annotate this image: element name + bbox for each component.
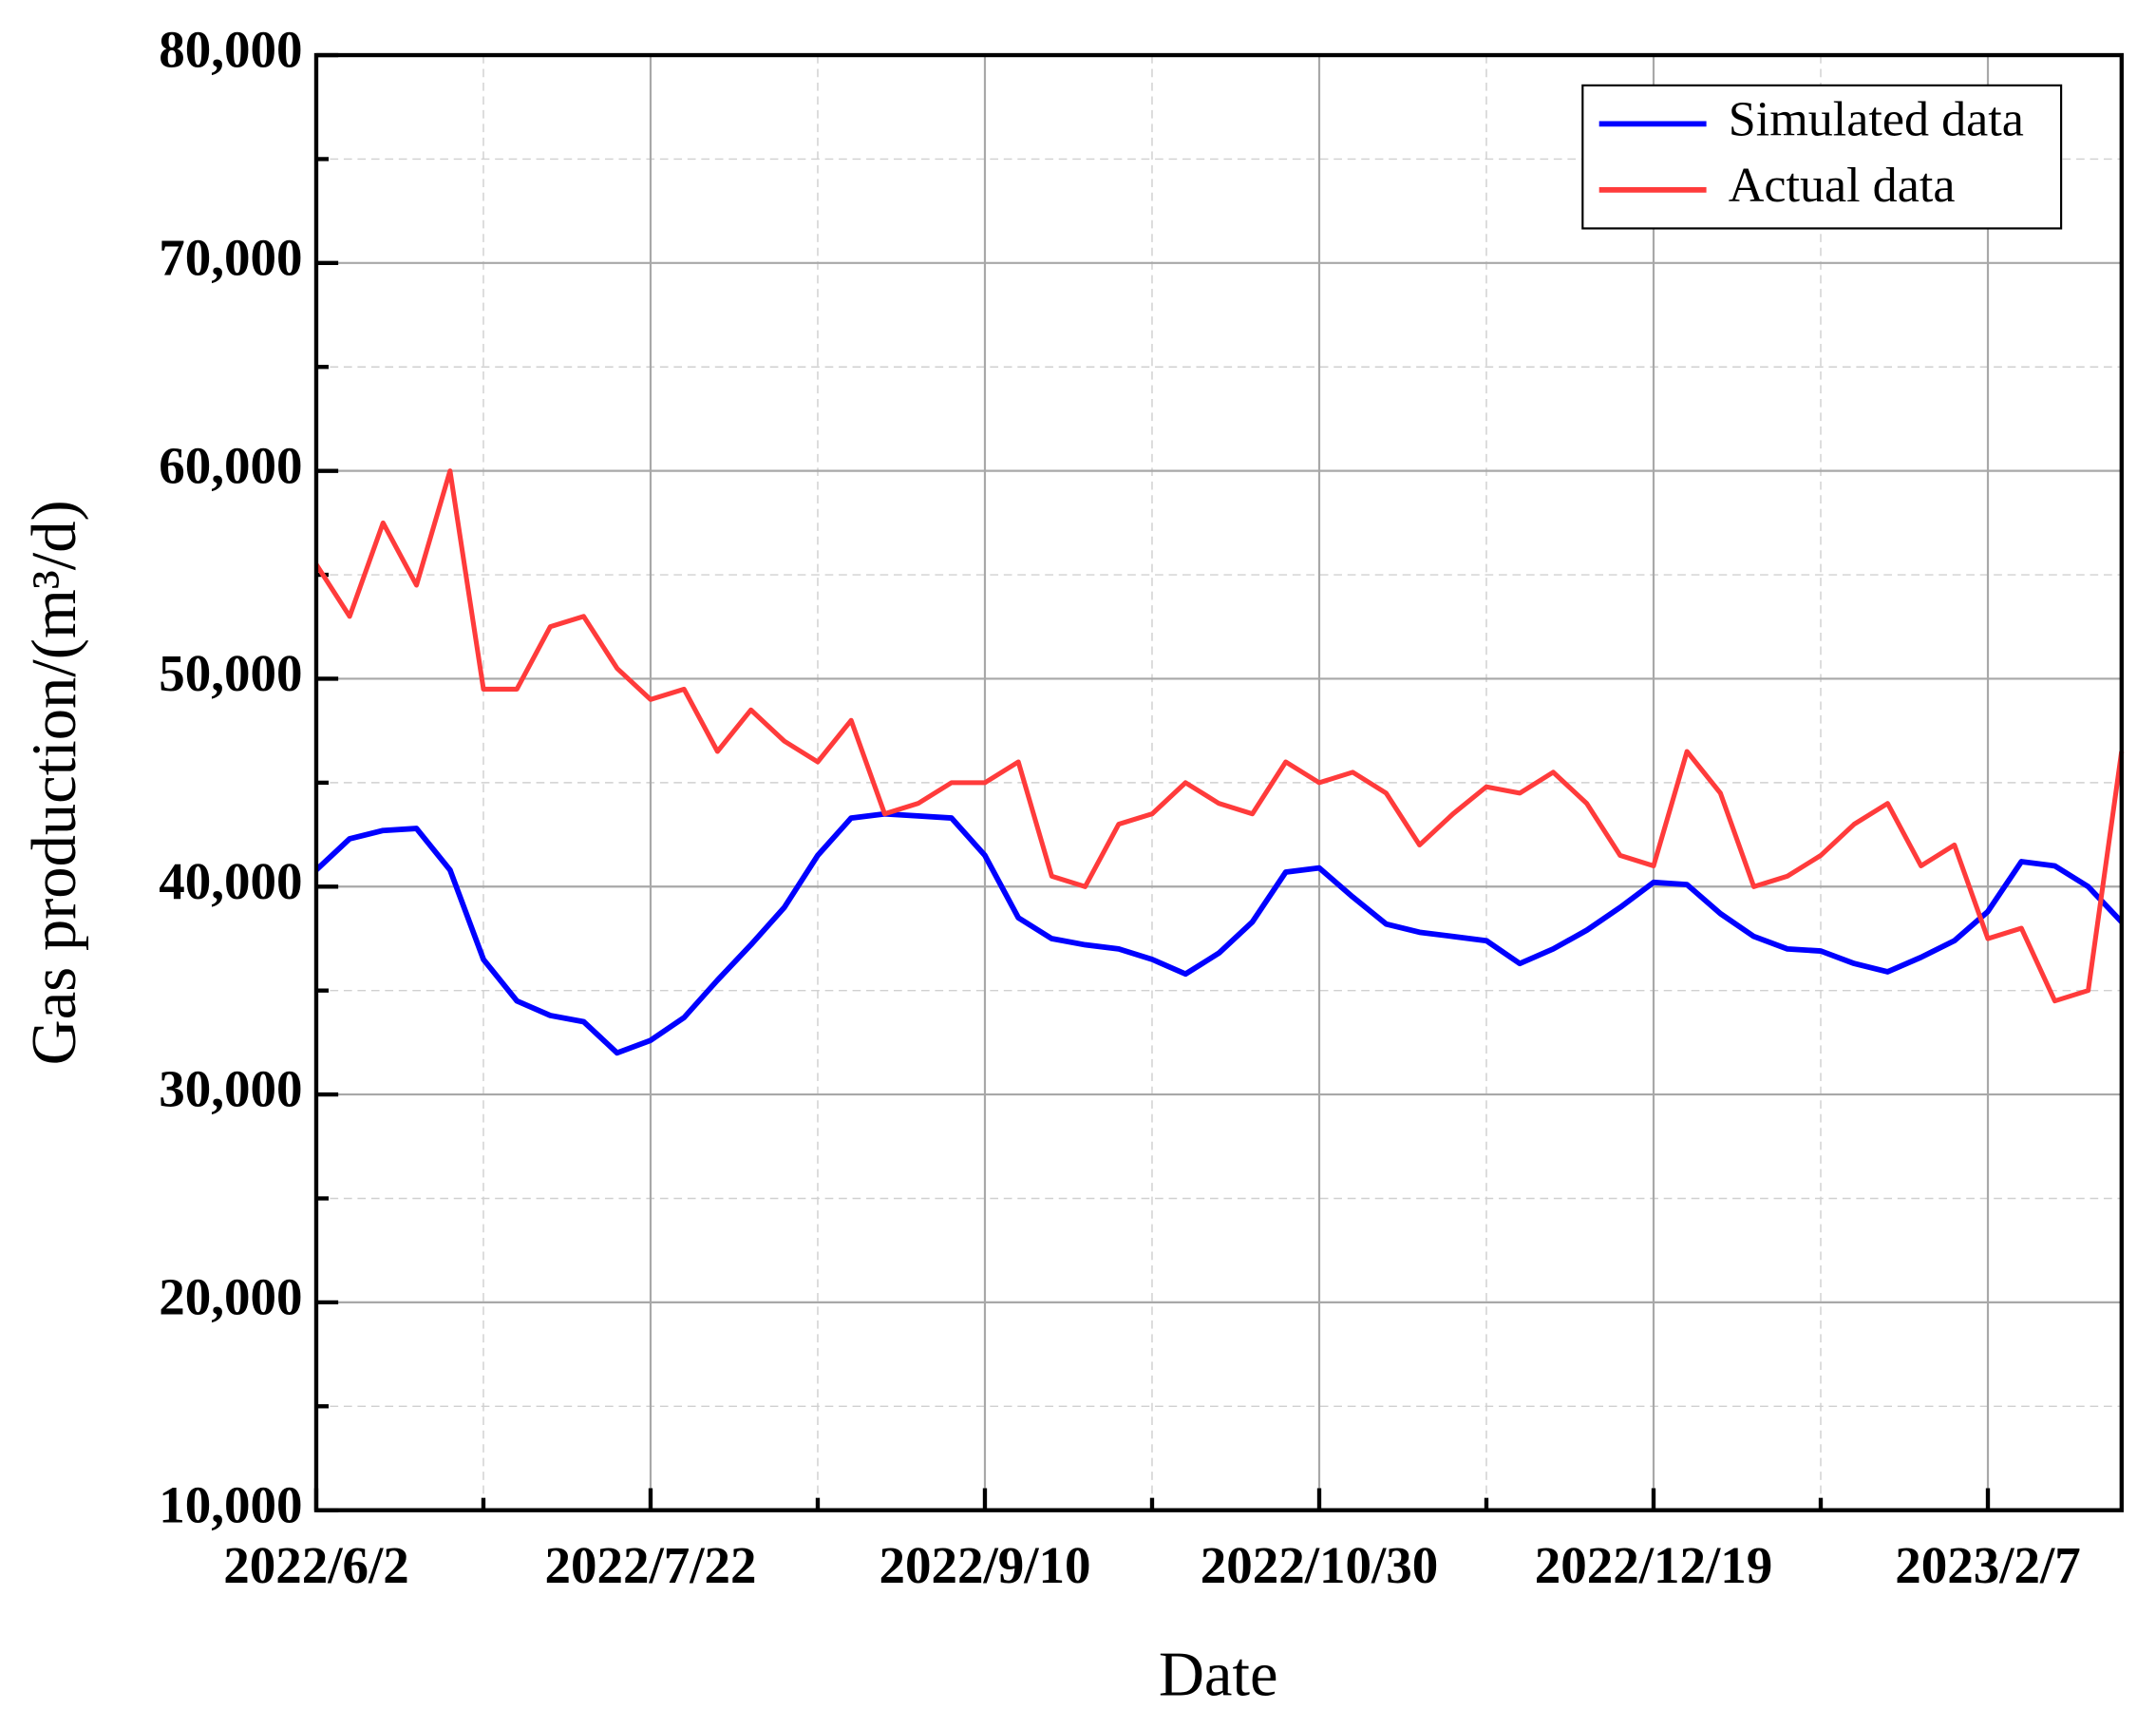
y-tick-label: 70,000: [159, 228, 302, 286]
x-tick-label: 2023/2/7: [1895, 1536, 2081, 1594]
legend-box: [1581, 84, 2063, 230]
legend: Simulated data Actual data: [1581, 84, 2063, 230]
y-tick-label: 80,000: [159, 21, 302, 79]
x-tick-label: 2022/10/30: [1201, 1536, 1439, 1594]
data-line: [313, 468, 2125, 1004]
y-tick-label: 10,000: [159, 1475, 302, 1533]
x-tick-label: 2022/9/10: [879, 1536, 1090, 1594]
y-tick-label: 60,000: [159, 436, 302, 494]
x-tick-label: 2022/12/19: [1535, 1536, 1773, 1594]
y-tick-label: 50,000: [159, 644, 302, 702]
y-axis-title: Gas production/(m³/d): [20, 500, 89, 1065]
y-tick-label: 30,000: [159, 1060, 302, 1118]
x-tick-label: 2022/7/22: [544, 1536, 756, 1594]
plot-frame: [313, 52, 2124, 1512]
legend-label: Simulated data: [1729, 92, 2024, 146]
legend-label: Actual data: [1729, 159, 1956, 213]
x-tick-label: 2022/6/2: [223, 1536, 409, 1594]
y-tick-label: 40,000: [159, 852, 302, 910]
y-tick-label: 20,000: [159, 1268, 302, 1326]
x-axis-title: Date: [1159, 1640, 1278, 1709]
data-line: [313, 810, 2124, 1056]
